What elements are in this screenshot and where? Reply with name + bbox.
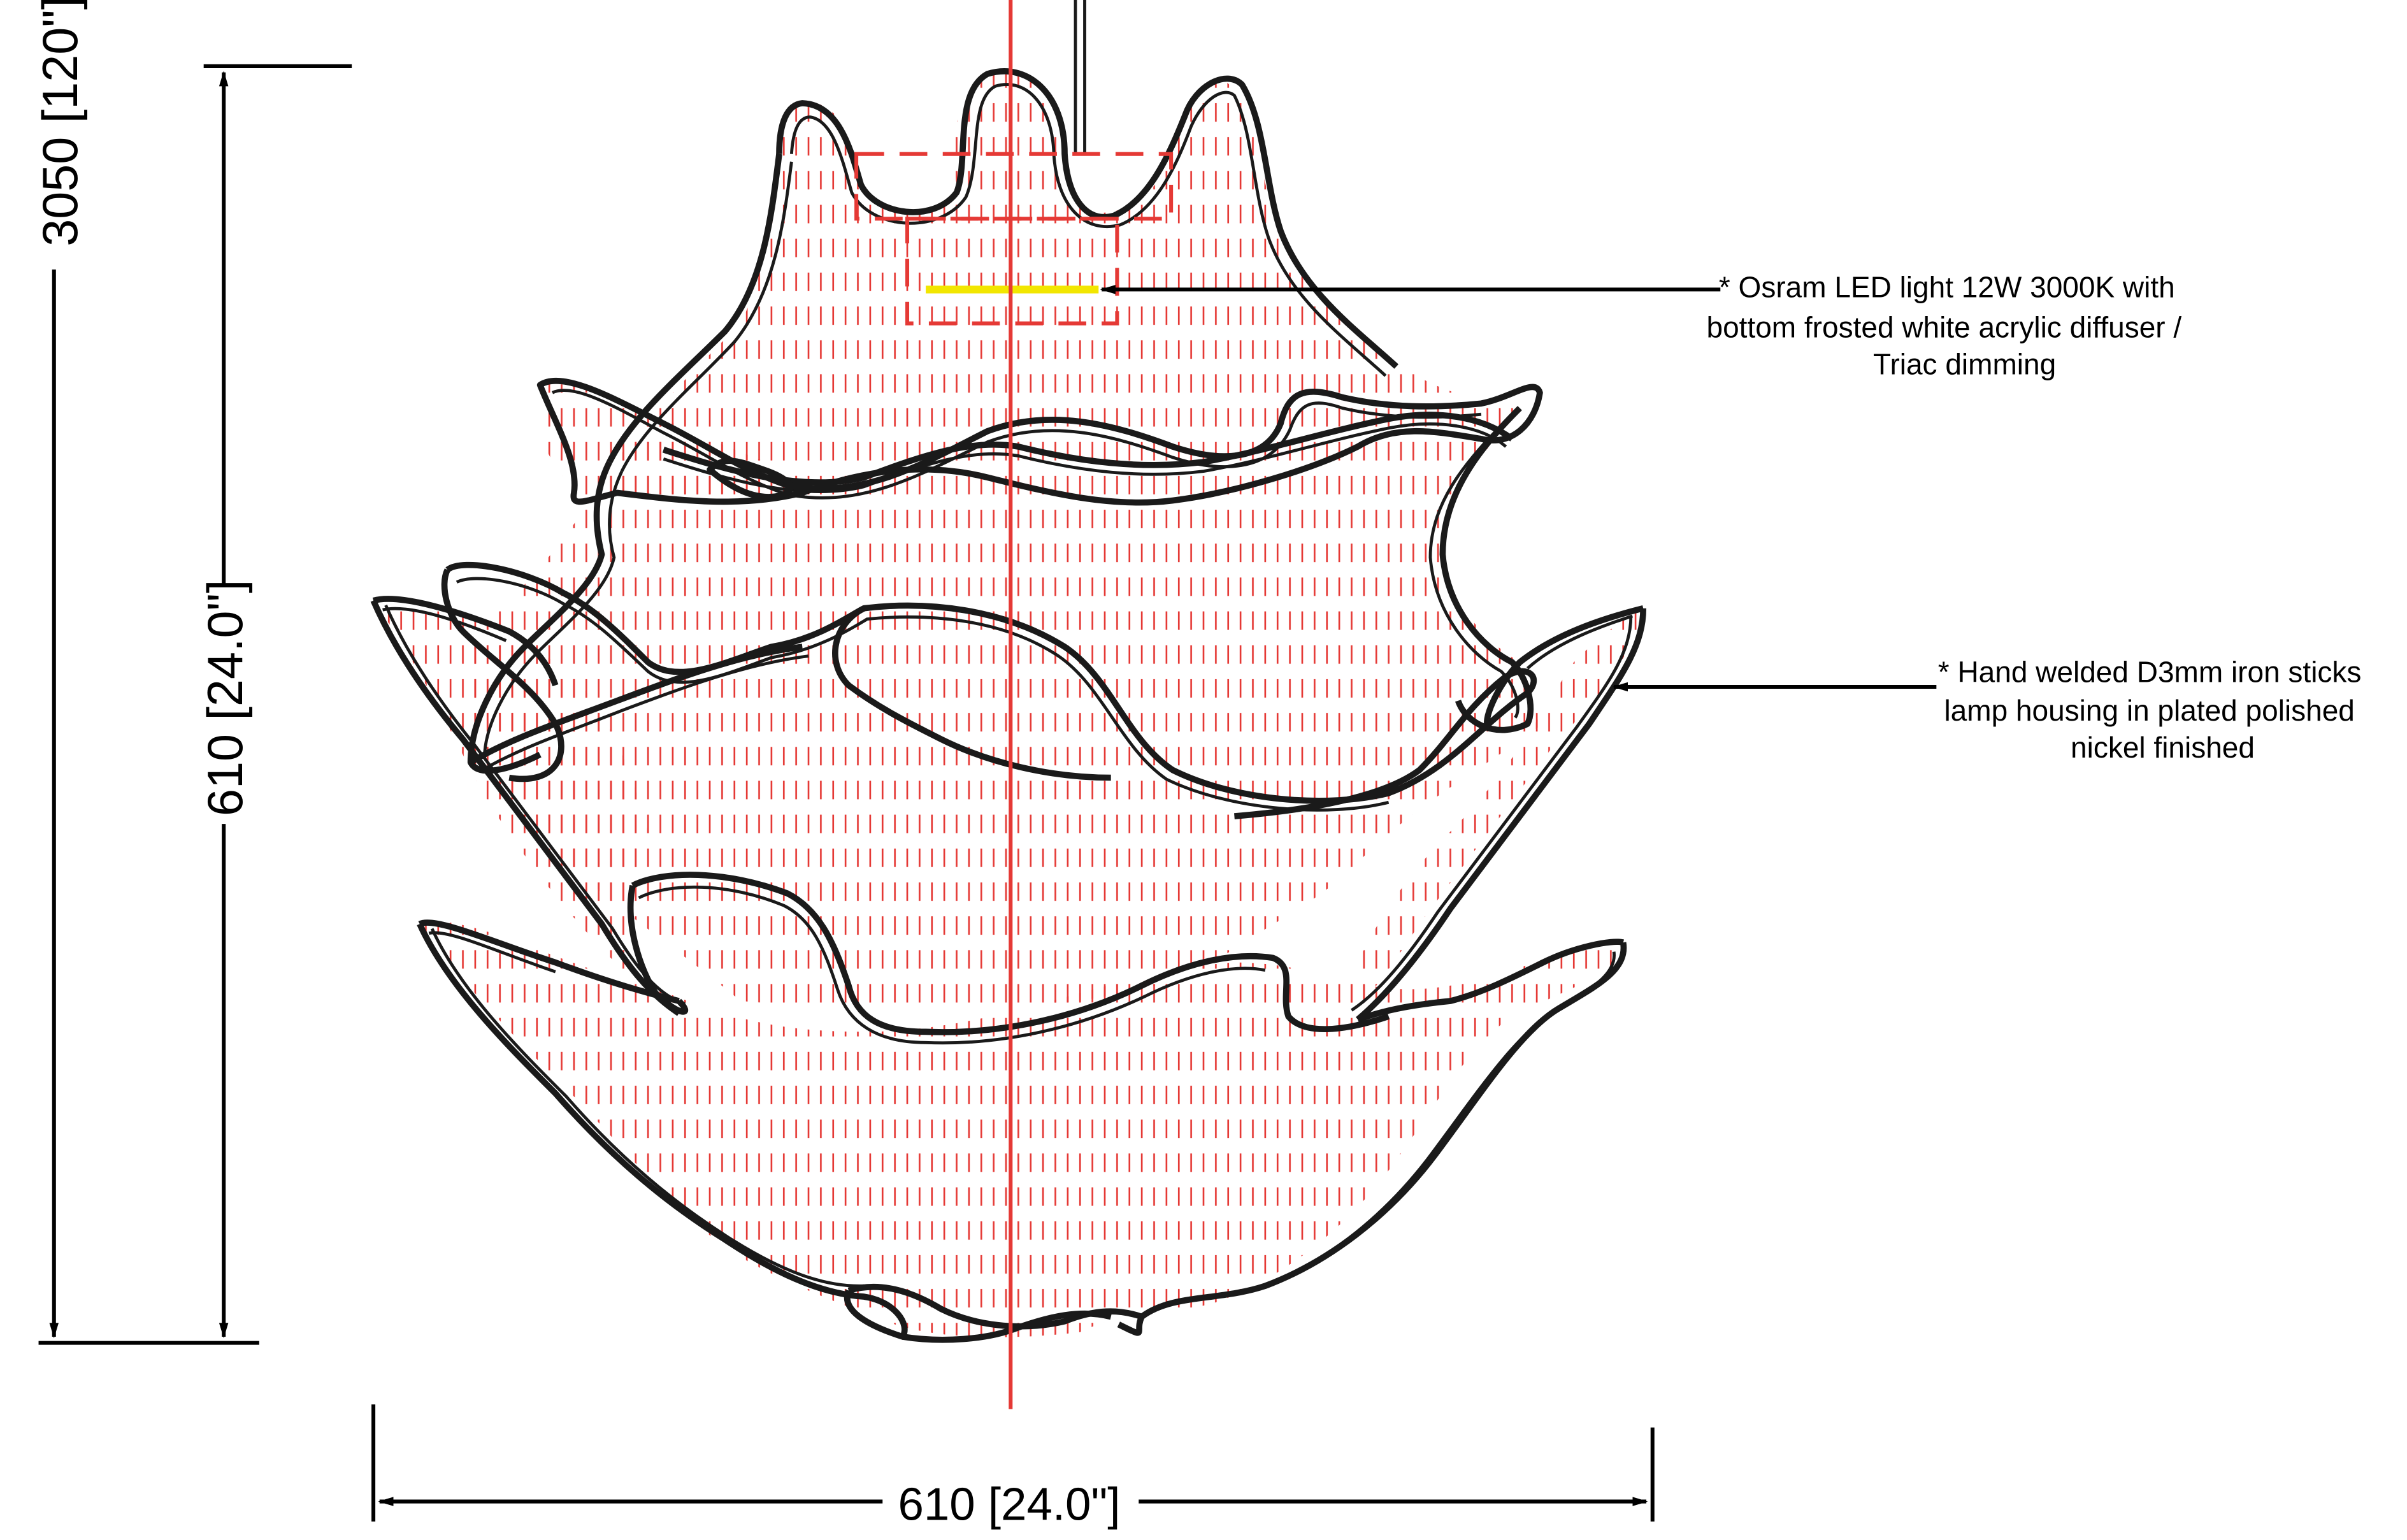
body-height-label: 610 [24.0"] xyxy=(198,580,253,816)
light-note-line2: bottom frosted white acrylic diffuser / xyxy=(1707,310,2182,343)
housing-note-line3: nickel finished xyxy=(2071,731,2255,764)
dimension-total-height: 3050 [120"] xyxy=(33,0,352,1345)
housing-note-line1: * Hand welded D3mm iron sticks xyxy=(1938,656,2362,689)
total-height-label: 3050 [120"] xyxy=(33,0,88,247)
body-width-label: 610 [24.0"] xyxy=(898,1479,1120,1530)
callout-housing: * Hand welded D3mm iron sticks lamp hous… xyxy=(1612,656,2362,764)
lamp-shade xyxy=(373,69,1644,1337)
wire-outline xyxy=(370,68,1647,1343)
housing-note-line2: lamp housing in plated polished xyxy=(1944,694,2354,727)
callout-light-source: * Osram LED light 12W 3000K with bottom … xyxy=(1100,271,2182,380)
light-note-line1: * Osram LED light 12W 3000K with xyxy=(1719,271,2175,304)
dimension-body-width: 610 [24.0"] xyxy=(371,1404,1655,1530)
suspension-cable xyxy=(1074,0,1086,154)
dimension-body-height: 610 [24.0"] xyxy=(198,71,253,1339)
light-note-line3: Triac dimming xyxy=(1873,347,2056,380)
